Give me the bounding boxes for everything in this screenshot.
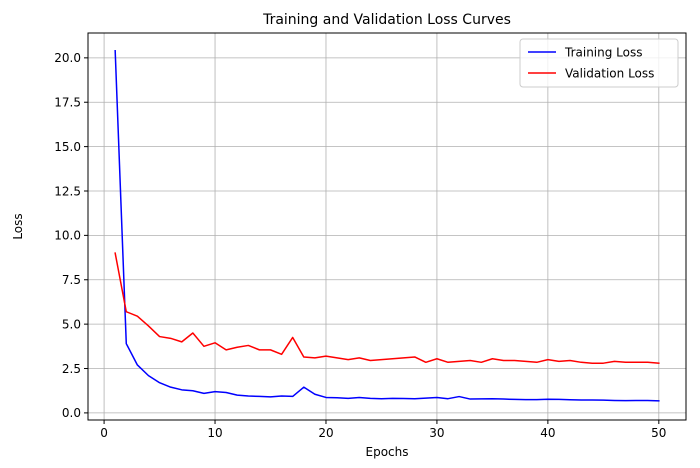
plot-frame [87,32,687,421]
y-tick-label: 5.0 [62,317,81,331]
y-axis-ticks: 0.0 2.5 5.0 7.5 10.0 12.5 15.0 17.5 20.0 [54,51,88,420]
series-line-training-loss [114,49,660,402]
series-line-validation-loss [114,252,660,364]
chart-title: Training and Validation Loss Curves [262,12,511,28]
legend-label-validation: Validation Loss [565,66,654,80]
x-tick-label: 10 [207,426,222,440]
y-tick-label: 2.5 [62,362,81,376]
y-tick-label: 7.5 [62,273,81,287]
y-tick-label: 17.5 [54,96,81,110]
grid [88,33,686,420]
y-tick-label: 12.5 [54,184,81,198]
x-tick-label: 50 [651,426,666,440]
y-tick-label: 0.0 [62,406,81,420]
legend: Training Loss Validation Loss [519,38,679,88]
legend-box [519,38,679,88]
x-axis-label: Epochs [366,445,409,459]
y-tick-label: 15.0 [54,140,81,154]
x-tick-label: 20 [318,426,333,440]
x-tick-label: 40 [540,426,555,440]
legend-label-training: Training Loss [564,45,642,59]
y-axis-label: Loss [11,213,25,239]
x-tick-label: 30 [429,426,444,440]
y-tick-label: 20.0 [54,51,81,65]
series-layer [114,49,660,402]
y-tick-label: 10.0 [54,229,81,243]
x-tick-label: 0 [100,426,108,440]
x-axis-ticks: 0 10 20 30 40 50 [100,420,666,440]
